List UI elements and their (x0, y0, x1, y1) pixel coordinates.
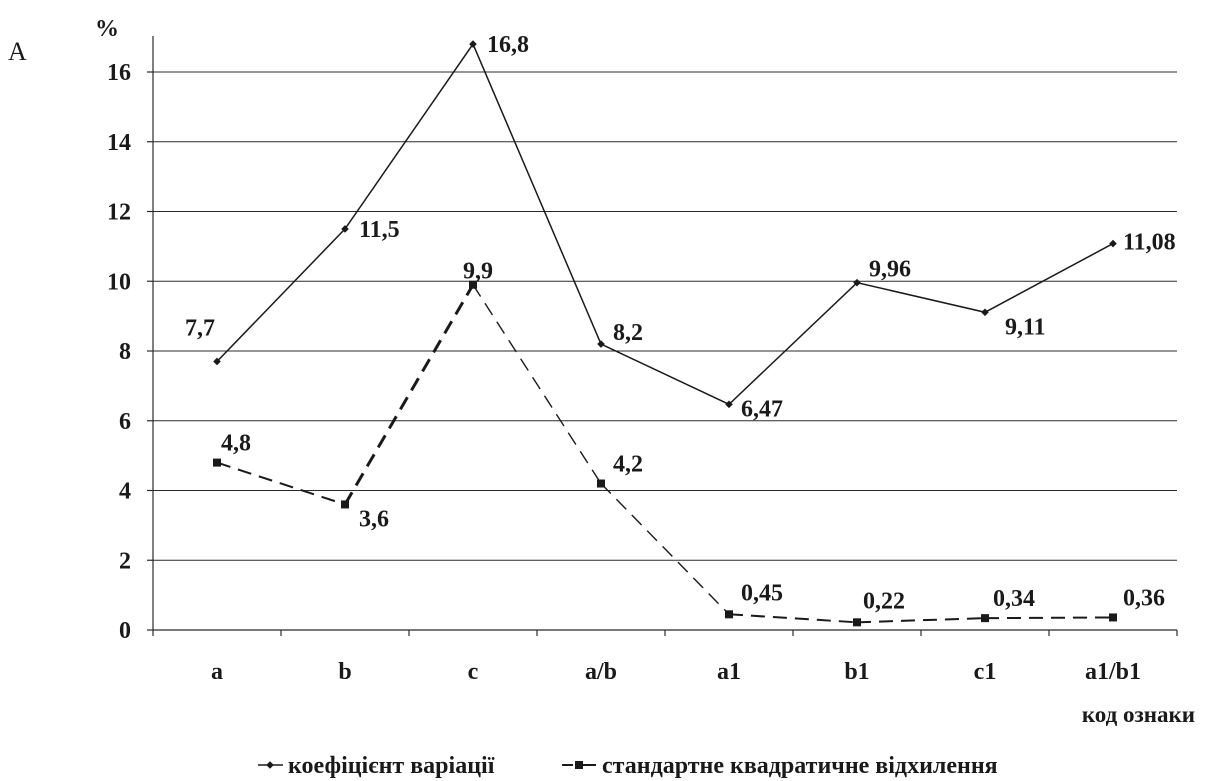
series-segment-dashed (728, 613, 858, 624)
data-point-diamond (597, 340, 605, 348)
data-label: 7,7 (185, 315, 215, 341)
data-label: 6,47 (741, 396, 783, 422)
y-tick-label: 10 (107, 269, 131, 295)
panel-label: А (8, 37, 27, 66)
data-label: 0,34 (993, 586, 1035, 612)
y-tick-label: 2 (119, 548, 131, 574)
data-point-diamond (341, 225, 349, 233)
series-segment-dashed (984, 616, 1114, 620)
y-tick-label: 14 (107, 130, 131, 156)
x-tick-label: a/b (585, 659, 617, 685)
data-point-diamond (853, 278, 861, 287)
x-axis-title: код ознаки (1082, 702, 1195, 727)
x-tick-label: c (468, 659, 479, 685)
grid-lines (153, 71, 1177, 561)
data-label: 16,8 (487, 32, 529, 58)
data-point-diamond (1109, 239, 1117, 248)
data-point-square (341, 500, 349, 509)
series-2 (213, 280, 1117, 627)
legend-label: коефіцієнт варіації (288, 753, 495, 779)
data-point-diamond (725, 400, 733, 409)
axes (147, 36, 1178, 636)
y-tick-label: 6 (119, 409, 131, 435)
y-tick-label: 8 (119, 339, 131, 365)
x-tick-label: b1 (844, 659, 869, 685)
data-point-square (725, 610, 733, 619)
data-label: 0,45 (741, 580, 783, 606)
y-tick-labels: 0 2 4 6 8 10 12 14 16 (107, 60, 131, 644)
data-label: 9,11 (1005, 314, 1046, 340)
x-tick-label: a (211, 659, 223, 685)
data-point-square (1109, 613, 1117, 622)
data-point-square (469, 280, 477, 289)
data-label: 11,08 (1123, 230, 1176, 256)
series-line-solid (216, 42, 1114, 406)
legend-label: стандартне квадратичне відхилення (602, 753, 998, 779)
y-tick-label: 12 (107, 200, 131, 226)
data-label: 0,22 (863, 588, 905, 614)
data-point-diamond (469, 40, 477, 48)
y-axis-unit: % (95, 16, 119, 42)
x-tick-labels: a b c a/b a1 b1 c1 a1/b1 (211, 659, 1141, 685)
series-segment-dashed (600, 483, 730, 615)
data-label: 3,6 (359, 506, 389, 532)
data-label: 9,9 (463, 259, 493, 285)
x-tick-label: c1 (974, 659, 997, 685)
series-1 (213, 40, 1117, 409)
data-point-square (213, 458, 221, 467)
data-label: 8,2 (613, 320, 643, 346)
data-point-diamond (266, 761, 274, 769)
series-lines (213, 40, 1117, 627)
y-tick-label: 16 (107, 60, 131, 86)
y-tick-label: 0 (119, 618, 131, 644)
x-tick-label: b (338, 659, 351, 685)
data-point-square (597, 479, 605, 488)
y-tick-label: 4 (119, 479, 131, 505)
series-segment-dashed (216, 461, 346, 506)
data-point-square (853, 618, 861, 627)
x-tick-label: a1 (717, 659, 741, 685)
data-label: 4,2 (613, 452, 643, 478)
legend: коефіцієнт варіації стандартне квадратичн… (258, 753, 998, 779)
data-point-square (575, 761, 583, 769)
data-label: 4,8 (221, 431, 251, 457)
data-point-diamond (213, 357, 221, 366)
x-tick-label: a1/b1 (1085, 659, 1141, 685)
series-segment-dashed (856, 617, 986, 624)
data-label: 0,36 (1123, 585, 1165, 611)
data-label: 9,96 (869, 257, 911, 283)
series-segment-dashed (343, 283, 475, 506)
data-labels: 7,7 11,5 16,8 8,2 6,47 9,96 9,11 11,08 4,8 3,6 9,9… (185, 32, 1176, 614)
series-segment-dashed (472, 284, 602, 484)
data-point-diamond (981, 308, 989, 317)
data-label: 11,5 (359, 217, 400, 243)
data-point-square (981, 614, 989, 623)
